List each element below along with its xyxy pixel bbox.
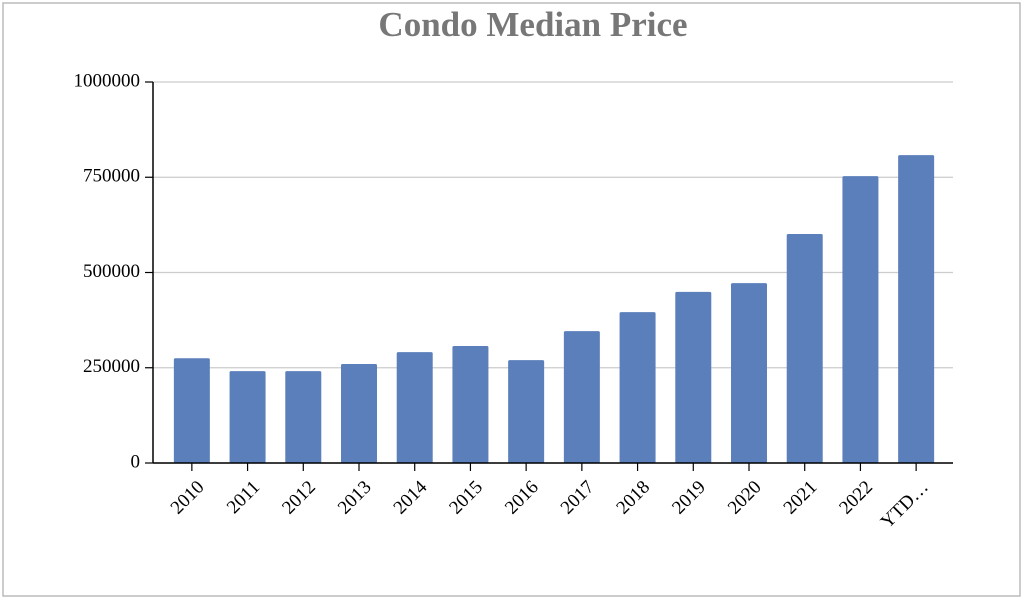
bar (396, 352, 433, 463)
bar (731, 283, 767, 463)
bar (675, 291, 712, 463)
bar (563, 331, 600, 463)
bar (786, 234, 823, 463)
bar (173, 358, 210, 463)
bar (285, 371, 322, 463)
bar (898, 155, 935, 464)
y-tick-label: 750000 (83, 166, 140, 187)
chart-title: Condo Median Price (378, 5, 687, 44)
bar (229, 371, 266, 463)
bar (452, 346, 489, 463)
bar (842, 176, 879, 463)
bar (619, 312, 656, 463)
y-tick-label: 0 (131, 451, 141, 472)
y-tick-label: 500000 (83, 261, 140, 282)
bar (341, 363, 377, 463)
y-tick-label: 250000 (83, 356, 140, 377)
y-tick-label: 1000000 (74, 70, 141, 91)
bar (508, 360, 545, 463)
